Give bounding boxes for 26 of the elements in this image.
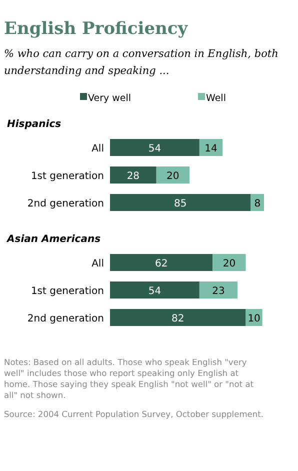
data-label: 85 <box>174 198 187 210</box>
chart-title: English Proficiency <box>4 19 189 39</box>
data-label: 54 <box>148 286 162 297</box>
data-label: 62 <box>154 258 168 270</box>
text: Hispanics <box>7 119 62 130</box>
text: Asian Americans <box>6 234 101 245</box>
text: Notes: Based on all adults. Those who speak English "very well" includes those who report speaking only English at home. Those saying they speak English "not well" or "not at all" not shown. <box>4 357 254 400</box>
y-tick-label: 2nd generation <box>27 314 104 324</box>
data-label: 23 <box>212 286 225 297</box>
y-tick-label: 2nd generation <box>27 198 104 210</box>
data-label: 20 <box>222 258 236 270</box>
legend-label: Very well <box>88 93 132 104</box>
source-note: Source: 2004 Current Population Survey, October supplement. <box>4 409 264 419</box>
data-label: 20 <box>166 171 180 182</box>
data-label: 82 <box>172 314 184 324</box>
chart-subtitle: % who can carry on a conversation in English, both understanding and speaking ... <box>4 48 278 77</box>
y-tick-label: 1st generation <box>30 286 104 297</box>
data-label: 8 <box>254 198 261 210</box>
data-label: 10 <box>248 314 260 324</box>
data-label: 14 <box>204 144 218 154</box>
y-tick-label: All <box>92 258 104 270</box>
data-label: 54 <box>148 144 162 154</box>
y-tick-label: 1st generation <box>30 171 104 182</box>
legend-label: Well <box>206 93 226 104</box>
y-tick-label: All <box>92 144 104 154</box>
data-label: 28 <box>126 171 140 182</box>
